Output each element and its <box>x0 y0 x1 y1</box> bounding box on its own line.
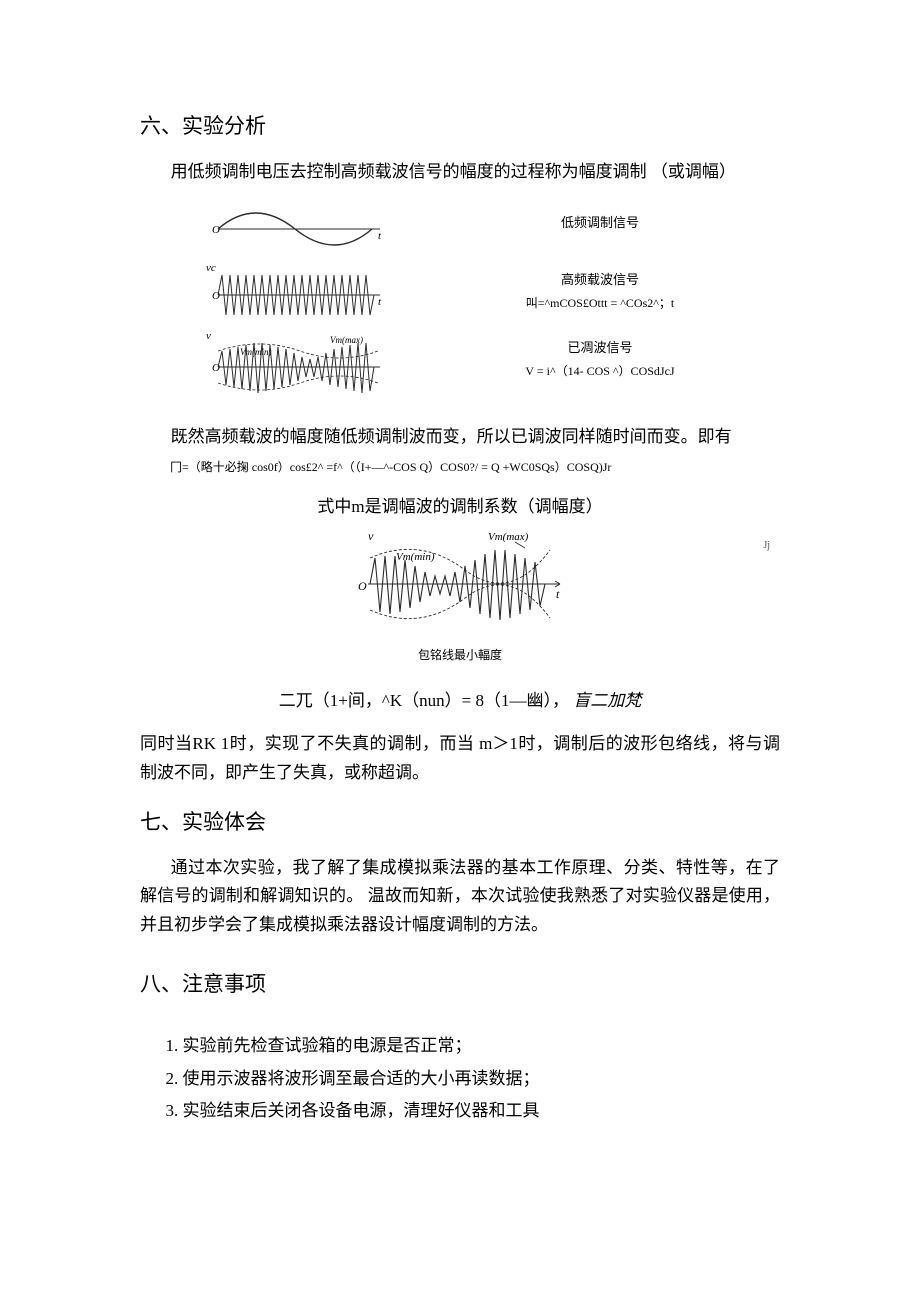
section-6-intro: 用低频调制电压去控制高频载波信号的幅度的过程称为幅度调制 （或调幅） <box>140 158 780 187</box>
note-item-1: 1. 实验前先检查试验箱的电源是否正常； <box>166 1030 781 1062</box>
vmax-label-fig2: Vm(max) <box>488 531 529 543</box>
label-modulated: 已凋波信号 <box>420 337 780 356</box>
section-7-body: 通过本次实验，我了解了集成模拟乘法器的基本工作原理、分类、特性等，在了解信号的调… <box>140 854 780 941</box>
line-after-fig1: 既然高频载波的幅度随低频调制波而变，所以已调波同样随时间而变。即有 <box>140 423 780 452</box>
axis-t-2: t <box>378 296 382 308</box>
axis-v-2: vc <box>206 262 216 274</box>
axis-o-1: O <box>212 224 220 236</box>
figure-1-row: O t vc O t v O Vm(min) <box>140 193 780 403</box>
formula-modulated: V = i^（14- COS ^）COSdJcJ <box>420 362 780 379</box>
note-item-2: 2. 使用示波器将波形调至最合适的大小再读数据； <box>166 1063 781 1095</box>
label-low-freq: 低频调制信号 <box>420 212 780 231</box>
formula-bottom: 二兀（1+间，^K（nun）= 8（1—幽）， <box>279 691 569 710</box>
figure-2-wrap: v O t Vm(max) Vm(min) <box>140 526 780 646</box>
section-6-conclusion: 同时当RK 1时，实现了不失真的调制，而当 m＞1时，调制后的波形包络线，将与调… <box>140 730 780 788</box>
fig2-caption: 包铭线最小輻度 <box>140 646 780 665</box>
axis-t-1: t <box>378 230 382 242</box>
formula-carrier: 叫=^mCOS£Ottt = ^COs2^；t <box>420 294 780 311</box>
mid-text: 式中m是调幅波的调制系数（调幅度） <box>140 493 780 522</box>
side-jj: Jj <box>763 540 770 551</box>
note-item-3: 3. 实验结束后关闭各设备电源，清理好仪器和工具 <box>166 1095 781 1127</box>
waveform-triple-svg: O t vc O t v O Vm(min) <box>200 193 390 403</box>
section-7-heading: 七、实验体会 <box>140 806 780 836</box>
figure-1-svg-wrap: O t vc O t v O Vm(min) <box>200 193 390 403</box>
axis-v-fig2: v <box>368 529 374 543</box>
section-8-heading: 八、注意事项 <box>140 968 780 998</box>
vmin-label-fig2: Vm(min) <box>396 551 435 563</box>
formula-bottom-wrap: 二兀（1+间，^K（nun）= 8（1—幽）， 盲二加梵 <box>140 687 780 716</box>
figure-1-labels: 低频调制信号 高频载波信号 叫=^mCOS£Ottt = ^COs2^；t 已凋… <box>390 212 780 383</box>
waveform-envelope-svg: v O t Vm(max) Vm(min) <box>350 526 570 646</box>
axis-t-fig2: t <box>556 587 560 601</box>
formula-bottom-italic: 盲二加梵 <box>573 691 641 710</box>
axis-v-3: v <box>206 330 211 342</box>
axis-o-fig2: O <box>358 579 367 593</box>
label-carrier: 高频载波信号 <box>420 269 780 288</box>
section-6-heading: 六、实验分析 <box>140 110 780 140</box>
formula-long: 冂=（略十必掬 cos0f）cos£2^ =f^（（I+—^-COS Q）COS… <box>140 458 780 475</box>
